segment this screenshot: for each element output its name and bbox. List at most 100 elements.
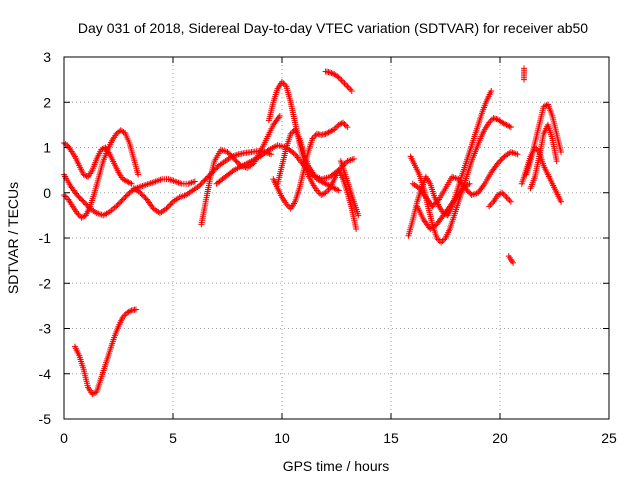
y-tick-label: 0 <box>43 185 51 201</box>
data-point <box>115 200 122 207</box>
data-point <box>334 186 341 193</box>
data-point <box>233 158 240 165</box>
data-point <box>79 197 86 204</box>
data-point <box>520 76 527 83</box>
data-point <box>83 201 90 208</box>
x-tick-label: 0 <box>60 430 68 446</box>
data-point <box>429 203 436 210</box>
data-point <box>229 154 236 161</box>
data-point <box>164 204 171 211</box>
data-point <box>229 168 236 175</box>
data-point <box>334 73 341 80</box>
data-point <box>434 197 441 204</box>
data-point <box>80 198 87 205</box>
data-point <box>494 160 501 167</box>
data-point <box>466 180 473 187</box>
data-point <box>74 192 81 199</box>
data-point <box>123 192 130 199</box>
data-point <box>328 69 335 76</box>
data-point <box>350 155 357 162</box>
data-point <box>276 112 283 119</box>
data-point <box>355 212 362 219</box>
data-point <box>135 171 142 178</box>
data-point <box>213 165 220 172</box>
data-point <box>81 200 88 207</box>
x-tick-label: 20 <box>492 430 508 446</box>
data-point <box>514 151 521 158</box>
data-point <box>121 195 128 202</box>
y-tick-label: -1 <box>39 230 52 246</box>
data-point <box>191 178 198 185</box>
series-arc-u <box>523 101 565 178</box>
data-point <box>132 306 139 313</box>
data-point <box>558 149 565 156</box>
data-point <box>264 147 271 154</box>
data-point <box>506 123 513 130</box>
data-point <box>290 150 297 157</box>
series-arc-r <box>505 253 517 266</box>
data-point <box>137 189 144 196</box>
y-tick-label: -5 <box>39 411 52 427</box>
data-point <box>84 202 91 209</box>
series-arc-v <box>527 121 560 192</box>
grid <box>64 57 609 419</box>
y-tick-label: -3 <box>39 321 52 337</box>
data-point <box>128 180 135 187</box>
series-arc-s <box>520 65 527 83</box>
data-point <box>163 205 170 212</box>
data-point <box>433 199 440 206</box>
data-point <box>430 201 437 208</box>
series-arc-b <box>61 139 135 187</box>
data-point <box>507 198 514 205</box>
y-tick-label: -4 <box>39 366 52 382</box>
data-point <box>348 87 355 94</box>
data-point <box>507 124 514 131</box>
y-tick-label: 1 <box>43 140 51 156</box>
data-point <box>224 149 231 156</box>
data-point <box>118 197 125 204</box>
data-point <box>228 153 235 160</box>
data-point <box>75 193 82 200</box>
data-point <box>510 259 517 266</box>
data-point <box>353 225 360 232</box>
x-tick-label: 5 <box>169 430 177 446</box>
data-point <box>344 124 351 131</box>
data-point <box>225 150 232 157</box>
data-point <box>227 151 234 158</box>
y-tick-label: 2 <box>43 94 51 110</box>
series-arc-l <box>337 158 362 219</box>
data-point <box>201 177 208 184</box>
data-point <box>100 145 107 152</box>
data-points <box>61 65 565 398</box>
data-point <box>139 192 146 199</box>
data-point <box>141 193 148 200</box>
series-arc-a <box>61 127 142 221</box>
data-point <box>231 155 238 162</box>
data-point <box>335 187 342 194</box>
data-point <box>558 198 565 205</box>
data-point <box>76 194 83 201</box>
series-arc-j <box>274 126 342 194</box>
series-arc-d <box>71 306 139 398</box>
data-point <box>234 159 241 166</box>
data-point <box>127 308 134 315</box>
series-arc-o <box>409 149 521 210</box>
data-point <box>496 158 503 165</box>
y-tick-label: -2 <box>39 275 52 291</box>
data-point <box>197 181 204 188</box>
data-point <box>200 178 207 185</box>
series-arc-p <box>414 180 473 232</box>
data-point <box>338 120 345 127</box>
series-arc-f <box>198 112 283 228</box>
x-tick-label: 10 <box>274 430 290 446</box>
data-point <box>127 179 134 186</box>
data-point <box>432 200 439 207</box>
data-point <box>464 187 471 194</box>
data-point <box>497 157 504 164</box>
data-point <box>167 201 174 208</box>
data-point <box>78 196 85 203</box>
data-point <box>113 203 120 210</box>
